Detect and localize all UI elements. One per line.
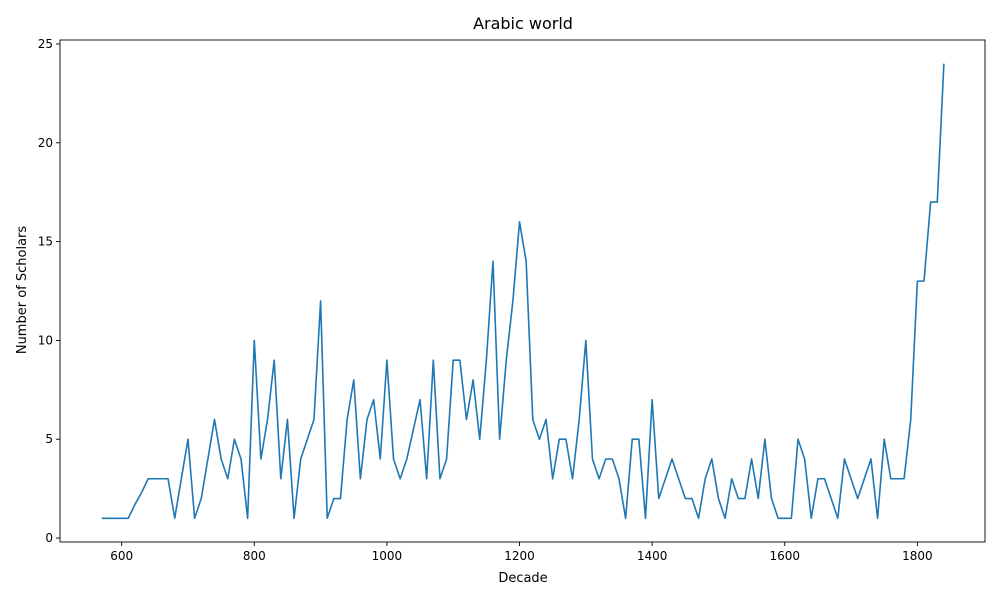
- y-axis-label: Number of Scholars: [15, 226, 30, 355]
- x-tick-label: 600: [110, 549, 133, 563]
- x-tick-label: 1800: [902, 549, 933, 563]
- axes-spine-box: [59, 39, 986, 543]
- y-tick-label: 15: [38, 235, 53, 249]
- x-tick-label: 1400: [637, 549, 668, 563]
- y-tick-label: 5: [45, 432, 53, 446]
- x-tick-label: 1600: [769, 549, 800, 563]
- x-axis-ticks: 600 800 1000 1200 1400 1600 1800: [110, 542, 933, 563]
- y-axis-ticks: 0 5 10 15 20 25: [38, 37, 60, 545]
- x-tick-label: 1200: [504, 549, 535, 563]
- y-tick-label: 25: [38, 37, 53, 51]
- series-line-0: [101, 63, 945, 520]
- plot-area: [101, 63, 945, 520]
- x-axis-label: Decade: [498, 571, 547, 586]
- chart-title: Arabic world: [473, 14, 573, 33]
- y-tick-label: 0: [45, 531, 53, 545]
- x-tick-label: 800: [243, 549, 266, 563]
- axes-frame: [59, 39, 986, 543]
- x-tick-label: 1000: [372, 549, 403, 563]
- y-tick-label: 20: [38, 136, 53, 150]
- y-tick-label: 10: [38, 333, 53, 347]
